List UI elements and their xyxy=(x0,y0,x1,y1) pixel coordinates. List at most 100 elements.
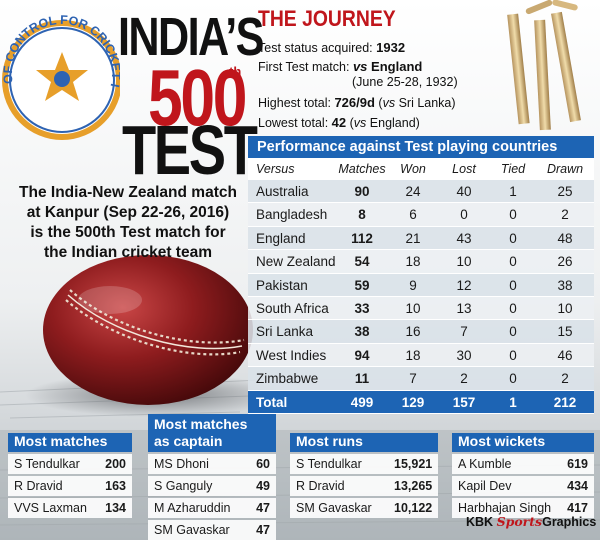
tied-cell: 0 xyxy=(509,230,517,246)
won-cell: 7 xyxy=(409,371,417,387)
player-name: S Ganguly xyxy=(154,479,213,493)
tied-cell: 0 xyxy=(509,347,517,363)
lost-cell: 40 xyxy=(456,184,472,199)
table-total-row: Total 499 129 157 1 212 xyxy=(248,390,594,414)
column-header: Tied xyxy=(500,162,526,176)
won-cell: 18 xyxy=(405,254,421,270)
panel-heading: Most matches xyxy=(8,433,132,452)
lost-cell: 30 xyxy=(456,347,472,363)
table-row: Bangladesh 8 6 0 0 2 xyxy=(248,203,594,227)
journey-status-label: Test status acquired: xyxy=(258,41,373,55)
column-header: Versus xyxy=(256,162,295,176)
won-cell: 10 xyxy=(405,300,421,316)
journey-first-value: England xyxy=(371,59,423,74)
list-item: SM Gavaskar 10,122 xyxy=(290,498,438,518)
performance-table: Performance against Test playing countri… xyxy=(248,136,594,414)
lost-cell: 43 xyxy=(456,230,472,246)
table-row: Sri Lanka 38 16 7 0 15 xyxy=(248,320,594,344)
player-name: R Dravid xyxy=(296,479,345,493)
player-value: 417 xyxy=(567,501,588,515)
player-name: Harbhajan Singh xyxy=(458,501,552,515)
journey-first-vs: vs xyxy=(352,59,368,74)
title-superscript: th xyxy=(229,64,242,79)
country-cell: Pakistan xyxy=(256,277,308,293)
table-row: England 112 21 43 0 48 xyxy=(248,226,594,251)
total-tied: 1 xyxy=(509,394,517,410)
matches-cell: 54 xyxy=(354,254,370,270)
player-value: 13,265 xyxy=(394,479,433,493)
most-runs-panel: Most runs S Tendulkar 15,921 R Dravid 13,26… xyxy=(290,433,438,518)
lost-cell: 7 xyxy=(460,324,468,340)
player-value: 163 xyxy=(105,479,126,493)
list-item: MS Dhoni 60 xyxy=(148,454,276,474)
performance-heading: Performance against Test playing countri… xyxy=(248,136,594,158)
captain-list: MS Dhoni 60 S Ganguly 49 M Azharuddin 47 SM Ga… xyxy=(148,454,276,540)
matches-cell: 90 xyxy=(354,184,370,199)
tied-cell: 0 xyxy=(509,371,517,387)
journey-lowest-opponent: England) xyxy=(369,116,420,130)
list-item: SM Gavaskar 47 xyxy=(148,520,276,540)
drawn-cell: 2 xyxy=(561,371,569,387)
column-header: Drawn xyxy=(546,162,584,176)
player-name: SM Gavaskar xyxy=(296,501,372,515)
title-line-1: INDIA’S xyxy=(118,7,264,67)
journey-highest-vs: vs xyxy=(382,96,396,110)
country-cell: New Zealand xyxy=(256,254,336,270)
most-wickets-panel: Most wickets A Kumble 619 Kapil Dev 434 Harb… xyxy=(452,433,594,518)
drawn-cell: 25 xyxy=(557,184,573,199)
journey-status-value: 1932 xyxy=(376,40,406,55)
player-name: S Tendulkar xyxy=(14,457,80,471)
matches-cell: 59 xyxy=(354,277,370,293)
table-row: New Zealand 54 18 10 0 26 xyxy=(248,250,594,274)
lost-cell: 10 xyxy=(456,254,472,270)
journey-lowest-vs: vs xyxy=(353,116,367,130)
journey-lowest-open: ( xyxy=(349,116,354,130)
journey-first-match: First Test match: vs England xyxy=(258,59,422,74)
table-row: Pakistan 59 9 12 0 38 xyxy=(248,273,594,297)
intro-line: The India-New Zealand match xyxy=(19,184,237,201)
matches-cell: 112 xyxy=(351,230,373,246)
lost-cell: 12 xyxy=(456,277,472,293)
total-drawn: 212 xyxy=(553,394,577,410)
drawn-cell: 15 xyxy=(557,324,573,340)
cricket-ball-illustration xyxy=(43,255,253,405)
player-value: 47 xyxy=(256,523,270,537)
drawn-cell: 46 xyxy=(557,347,573,363)
drawn-cell: 26 xyxy=(557,254,573,270)
title-number: 500 xyxy=(148,53,247,142)
player-value: 200 xyxy=(105,457,126,471)
won-cell: 24 xyxy=(405,184,421,199)
credit-suffix: Graphics xyxy=(542,515,597,529)
panel-heading-line: Most matches xyxy=(154,416,248,432)
journey-highest-label: Highest total: xyxy=(258,96,331,110)
list-item: A Kumble 619 xyxy=(452,454,594,474)
most-runs-list: S Tendulkar 15,921 R Dravid 13,265 SM Gavask… xyxy=(290,454,438,518)
column-header: Lost xyxy=(452,162,476,176)
intro-line: the Indian cricket team xyxy=(44,244,212,261)
won-cell: 21 xyxy=(405,230,421,246)
most-matches-panel: Most matches S Tendulkar 200 R Dravid 163 VV… xyxy=(8,433,132,518)
table-row: South Africa 33 10 13 0 10 xyxy=(248,296,594,321)
tied-cell: 1 xyxy=(509,184,517,199)
player-name: Kapil Dev xyxy=(458,479,512,493)
tied-cell: 0 xyxy=(509,277,517,293)
player-name: VVS Laxman xyxy=(14,501,87,515)
stumps-illustration xyxy=(507,0,581,131)
journey-status: Test status acquired: 1932 xyxy=(258,40,405,55)
total-won: 129 xyxy=(401,394,425,410)
player-name: R Dravid xyxy=(14,479,63,493)
journey-first-date: (June 25-28, 1932) xyxy=(352,75,458,89)
journey-highest-value: 726/9d xyxy=(334,95,375,110)
panel-heading: Most runs xyxy=(290,433,438,452)
player-name: SM Gavaskar xyxy=(154,523,230,537)
intro-line: is the 500th Test match for xyxy=(30,224,226,241)
bcci-emblem-icon: BOARD OF CONTROL FOR CRICKET IN INDIA xyxy=(0,0,120,140)
title-line-3: TEST xyxy=(122,111,258,189)
won-cell: 9 xyxy=(409,277,417,293)
list-item: M Azharuddin 47 xyxy=(148,498,276,518)
player-name: MS Dhoni xyxy=(154,457,209,471)
panel-heading: Most wickets xyxy=(452,433,594,452)
lost-cell: 2 xyxy=(460,371,468,387)
captain-panel: Most matches as captain MS Dhoni 60 S Gang… xyxy=(148,414,276,540)
won-cell: 18 xyxy=(405,347,421,363)
